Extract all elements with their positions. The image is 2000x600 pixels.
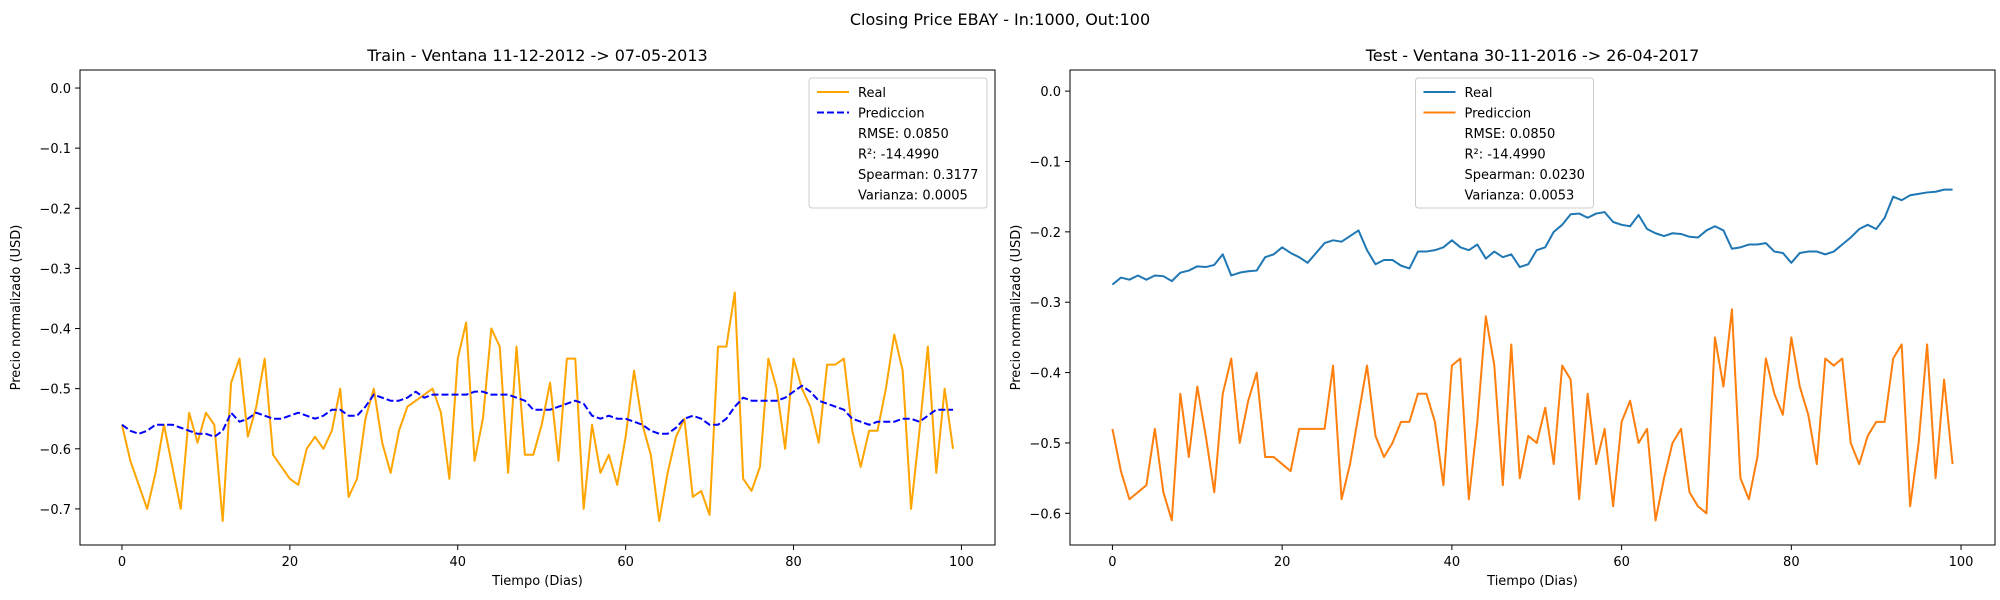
y-tick-label: −0.1 (39, 142, 71, 157)
y-tick-label: −0.3 (39, 262, 71, 277)
series-line-prediccion (1111, 308, 1954, 522)
x-axis-label: Tiempo (Dias) (491, 574, 583, 589)
legend-stat-label: Spearman: 0.3177 (858, 168, 978, 183)
series-line-prediccion (121, 384, 954, 438)
y-tick-label: −0.2 (1029, 226, 1061, 241)
x-tick-label: 60 (617, 555, 634, 570)
chart-test: Test - Ventana 30-11-2016 -> 26-04-2017 0… (1009, 46, 1996, 589)
x-tick-label: 80 (785, 555, 802, 570)
x-tick-label: 20 (1274, 555, 1291, 570)
legend-stat-label: Varianza: 0.0053 (1465, 189, 1575, 204)
x-tick-label: 40 (449, 555, 466, 570)
y-tick-label: −0.4 (1029, 367, 1061, 382)
series-line-real (120, 291, 955, 522)
x-tick-label: 20 (282, 555, 299, 570)
y-tick-label: −0.6 (39, 443, 71, 458)
y-tick-label: −0.2 (39, 202, 71, 217)
legend: Real Prediccion RMSE: 0.0850 R²: -14.4990 Sp… (1415, 77, 1594, 209)
y-tick-label: 0.0 (50, 82, 71, 97)
x-axis-label: Tiempo (Dias) (1486, 574, 1578, 589)
x-tick-label: 0 (1108, 555, 1116, 570)
y-tick-label: −0.3 (1029, 296, 1061, 311)
y-tick-label: −0.5 (39, 383, 71, 398)
legend-box (1415, 77, 1594, 209)
y-tick-label: 0.0 (1040, 85, 1061, 100)
x-tick-label: 100 (1949, 555, 1974, 570)
figure-suptitle: Closing Price EBAY - In:1000, Out:100 (849, 10, 1151, 29)
y-tick-label: −0.4 (39, 323, 71, 338)
axes-frame (1069, 69, 1996, 546)
x-tick-label: 80 (1783, 555, 1800, 570)
chart-train: Train - Ventana 11-12-2012 -> 07-05-2013… (9, 46, 996, 589)
legend-entry-label: Real (1465, 86, 1493, 101)
chart-title: Train - Ventana 11-12-2012 -> 07-05-2013 (366, 46, 707, 65)
legend-entry-label: Real (858, 86, 886, 101)
x-tick-label: 60 (1613, 555, 1630, 570)
axes-frame (79, 69, 996, 546)
legend-stat-label: RMSE: 0.0850 (1465, 127, 1556, 142)
x-tick-label: 0 (118, 555, 126, 570)
x-tick-label: 100 (949, 555, 974, 570)
y-tick-label: −0.7 (39, 503, 71, 518)
y-axis-label: Precio normalizado (USD) (1009, 225, 1024, 391)
y-tick-label: −0.1 (1029, 155, 1061, 170)
legend-stat-label: RMSE: 0.0850 (858, 127, 949, 142)
legend-entry-label: Prediccion (1465, 107, 1532, 122)
chart-title: Test - Ventana 30-11-2016 -> 26-04-2017 (1365, 46, 1700, 65)
y-tick-label: −0.6 (1029, 507, 1061, 522)
legend-box (808, 77, 988, 209)
legend: Real Prediccion RMSE: 0.0850 R²: -14.4990 Sp… (808, 77, 988, 209)
legend-entry-label: Prediccion (858, 107, 925, 122)
legend-stat-label: Spearman: 0.0230 (1465, 168, 1585, 183)
x-tick-label: 40 (1444, 555, 1461, 570)
legend-stat-label: R²: -14.4990 (1465, 148, 1546, 163)
series-line-real (1111, 188, 1953, 286)
y-axis-label: Precio normalizado (USD) (9, 225, 24, 391)
y-tick-label: −0.5 (1029, 437, 1061, 452)
legend-stat-label: Varianza: 0.0005 (858, 189, 968, 204)
legend-stat-label: R²: -14.4990 (858, 148, 939, 163)
